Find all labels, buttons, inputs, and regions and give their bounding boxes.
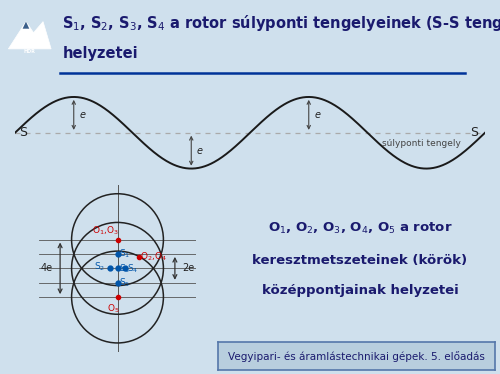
Text: S$_5$: S$_5$ xyxy=(119,276,130,289)
Text: HDR: HDR xyxy=(24,49,36,55)
Text: 2e: 2e xyxy=(182,263,194,273)
Text: e: e xyxy=(197,145,203,156)
Text: O$_2$,O$_4$: O$_2$,O$_4$ xyxy=(140,251,168,263)
Text: súlyponti tengely: súlyponti tengely xyxy=(382,138,460,147)
Text: O$_1$, O$_2$, O$_3$, O$_4$, O$_5$ a rotor: O$_1$, O$_2$, O$_3$, O$_4$, O$_5$ a roto… xyxy=(268,221,452,236)
Text: Vegyipari- és áramlástechnikai gépek. 5. előadás: Vegyipari- és áramlástechnikai gépek. 5.… xyxy=(228,351,484,362)
Text: S$_1$: S$_1$ xyxy=(119,248,130,260)
Text: S$_1$, S$_2$, S$_3$, S$_4$ a rotor súlyponti tengelyeinek (S-S tengely): S$_1$, S$_2$, S$_3$, S$_4$ a rotor súlyp… xyxy=(62,13,500,33)
Text: 4e: 4e xyxy=(41,263,53,273)
Text: S$_2$: S$_2$ xyxy=(94,261,105,273)
Text: S: S xyxy=(470,126,478,139)
Text: helyzetei: helyzetei xyxy=(62,46,138,61)
Text: O$_5$: O$_5$ xyxy=(107,302,120,315)
Text: S$_3$: S$_3$ xyxy=(119,262,130,275)
Polygon shape xyxy=(22,22,30,29)
Text: középpontjainak helyzetei: középpontjainak helyzetei xyxy=(262,284,458,297)
Text: S$_4$: S$_4$ xyxy=(127,262,138,275)
Text: S: S xyxy=(19,126,27,139)
Polygon shape xyxy=(8,22,51,49)
Text: e: e xyxy=(314,110,320,120)
Text: e: e xyxy=(80,110,86,120)
Text: keresztmetszeteinek (körök): keresztmetszeteinek (körök) xyxy=(252,254,468,267)
Text: O$_1$,O$_3$: O$_1$,O$_3$ xyxy=(92,224,118,237)
